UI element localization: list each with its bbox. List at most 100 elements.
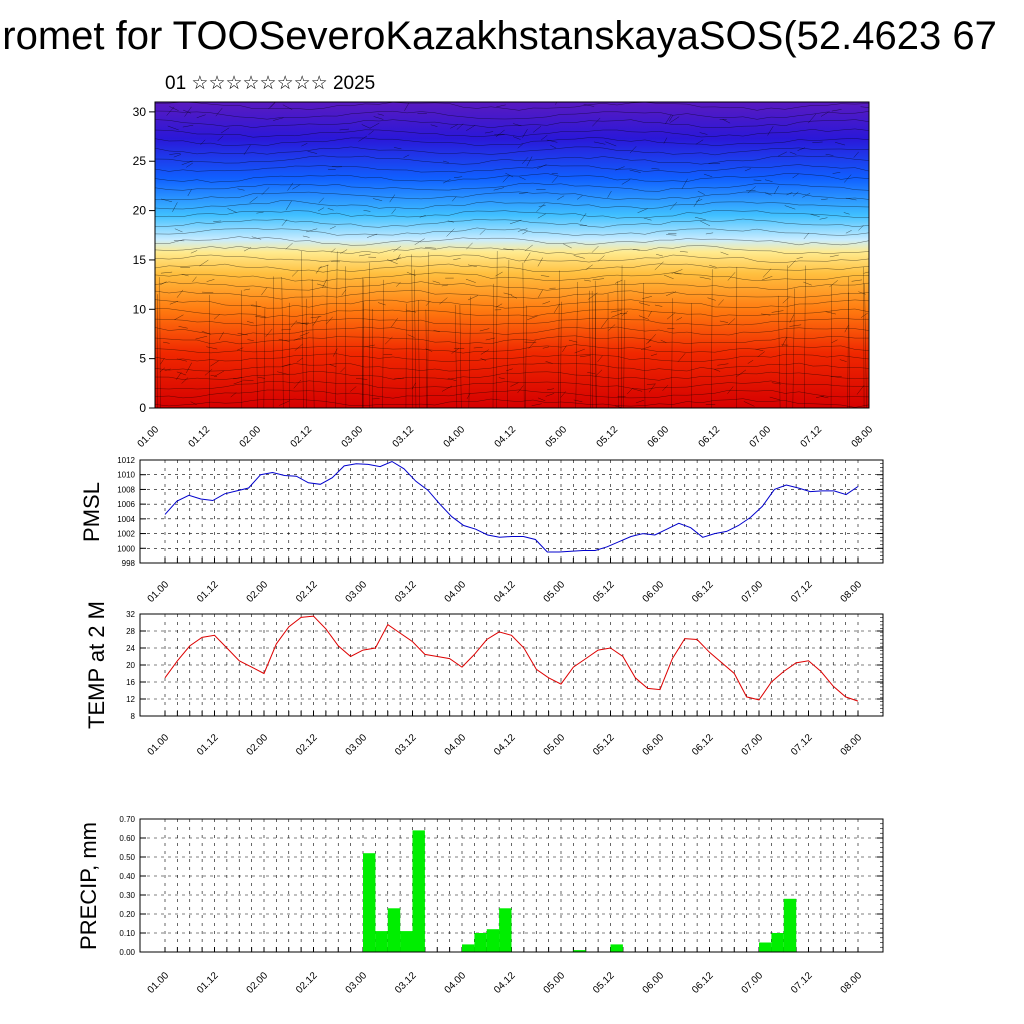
wind-streak (155, 353, 869, 363)
y-tick-label: 5 (139, 352, 146, 366)
wind-barb (340, 367, 346, 373)
wind-barb (614, 279, 623, 284)
wind-barb (718, 299, 724, 306)
wind-barb (858, 291, 866, 295)
wind-streak (848, 276, 850, 408)
wind-barb (282, 104, 293, 110)
precip-bar (573, 950, 586, 952)
wind-barb (390, 257, 401, 261)
y-tick-label: 20 (126, 661, 135, 670)
wind-streak (594, 280, 597, 408)
precip-bar (610, 944, 623, 952)
wind-streak (864, 283, 867, 408)
x-tick-label: 06.00 (641, 970, 667, 996)
wind-barb (531, 403, 542, 406)
wind-barb (213, 220, 222, 222)
wind-streak (155, 254, 869, 263)
wind-barb (363, 210, 371, 212)
wind-barb (451, 348, 460, 354)
wind-streak (155, 263, 869, 273)
wind-barb (845, 230, 852, 234)
wind-barb (495, 271, 503, 277)
wind-barb (407, 334, 415, 338)
wind-barb (547, 388, 555, 391)
wind-streak (155, 326, 869, 336)
wind-barb (803, 232, 810, 240)
wind-barb (522, 157, 529, 164)
wind-streak (155, 209, 869, 219)
x-tick-label: 06.00 (641, 579, 667, 605)
wind-barb (251, 236, 262, 240)
wind-barb (393, 147, 402, 150)
wind-barb (640, 346, 652, 350)
wind-barb (727, 318, 736, 325)
wind-barb (693, 197, 701, 207)
x-tick-label: 02.12 (294, 970, 320, 996)
wind-streak (155, 146, 869, 156)
precip-x-axis: 01.00 01.12 02.00 02.12 03.00 03.12 04.00 04.12… (146, 970, 865, 996)
wind-barb (538, 205, 546, 207)
wind-barb (505, 368, 513, 372)
wind-barb (215, 107, 223, 117)
wind-barb (249, 196, 258, 204)
wind-barb (674, 273, 682, 275)
precip-bar (400, 931, 413, 952)
x-tick-label: 01.12 (195, 732, 221, 758)
wind-barb (292, 184, 301, 190)
wind-barb (789, 324, 802, 327)
wind-barb (391, 208, 397, 214)
wind-barb (391, 318, 398, 328)
wind-barb (536, 164, 547, 169)
wind-barb (385, 336, 393, 345)
wind-barb (611, 312, 622, 318)
y-tick-label: 998 (122, 559, 136, 568)
wind-streak (557, 270, 560, 408)
wind-barb (350, 386, 357, 392)
wind-barb (858, 225, 864, 231)
wind-barb (176, 372, 182, 380)
wind-barb (648, 311, 652, 317)
precip-y-axis: 0.00 0.10 0.20 0.30 0.40 0.50 0.60 0.70 (119, 815, 883, 957)
y-tick-label: 1010 (117, 471, 135, 480)
wind-barb (510, 295, 518, 299)
wind-streak (155, 335, 869, 345)
wind-barb (206, 346, 218, 350)
wind-barb (518, 192, 528, 194)
wind-streak (361, 302, 364, 408)
y-tick-label: 1012 (117, 456, 135, 465)
wind-barb (774, 185, 779, 195)
wind-barb (727, 386, 734, 394)
wind-streak (362, 277, 364, 408)
temp-x-axis: 01.00 01.12 02.00 02.12 03.00 03.12 04.00 04.12… (146, 732, 865, 758)
x-tick-label: 02.00 (245, 970, 271, 996)
wind-barb (247, 339, 254, 341)
x-tick-label: 04.12 (492, 970, 518, 996)
x-tick-label: 05.00 (542, 579, 568, 605)
wind-barb (257, 376, 266, 379)
wind-barb (761, 276, 773, 281)
wind-barb (707, 297, 716, 301)
wind-streak (425, 309, 428, 408)
wind-barb (621, 179, 631, 185)
heatmap-frame (154, 101, 870, 409)
wind-barb (430, 124, 438, 127)
wind-barb (579, 213, 587, 222)
x-tick-label: 04.00 (443, 970, 469, 996)
wind-barb (637, 208, 648, 214)
temp-y-axis: 8 12 16 20 24 28 32 (126, 610, 883, 721)
wind-streak (255, 301, 258, 408)
x-tick-label: 04.00 (442, 424, 468, 450)
wind-barb (832, 172, 841, 174)
wind-barb (467, 295, 479, 301)
y-tick-label: 0.30 (119, 891, 135, 900)
x-tick-label: 07.12 (799, 424, 825, 450)
wind-barb (654, 304, 663, 307)
y-tick-label: 10 (133, 302, 147, 316)
wind-barb (720, 251, 729, 256)
wind-barb (173, 154, 182, 158)
wind-barb (820, 396, 829, 399)
wind-streak (159, 277, 161, 408)
wind-barb (341, 289, 347, 296)
wind-barb (574, 348, 585, 354)
wind-barb (479, 328, 490, 332)
